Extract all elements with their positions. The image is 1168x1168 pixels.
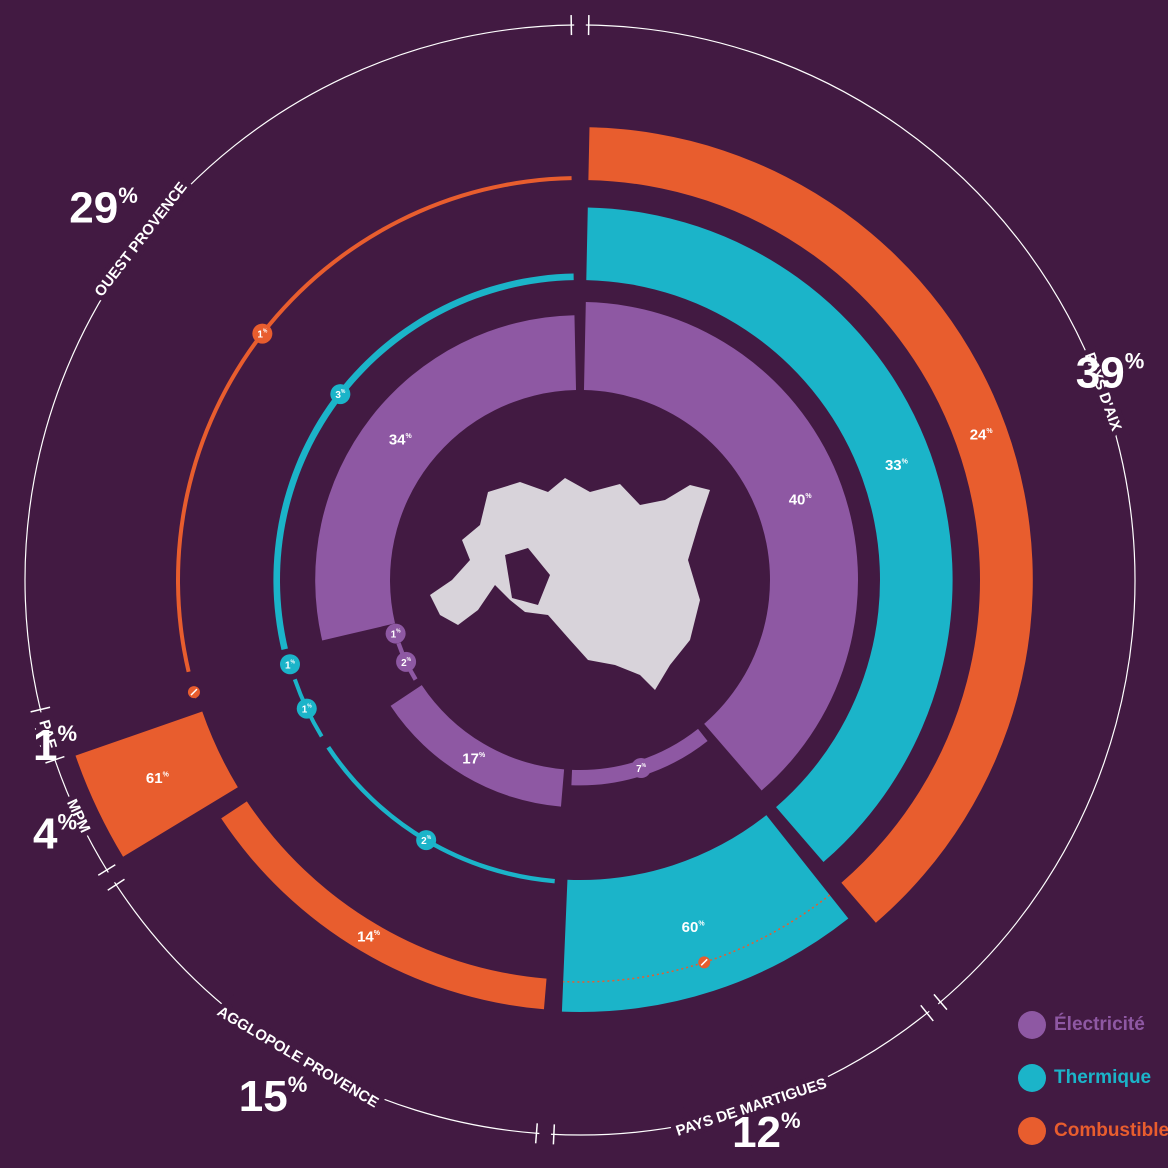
- ring-segment: [390, 685, 565, 807]
- value-bubble: [279, 654, 300, 675]
- region-arc: [585, 24, 1136, 1005]
- legend-label: Électricité: [1054, 1013, 1145, 1035]
- zero-icon-slash: [190, 688, 198, 696]
- region-tick: [97, 864, 116, 876]
- zero-icon-slash: [700, 958, 708, 966]
- ring-segment: [221, 801, 547, 1010]
- value-label: 33%: [885, 457, 909, 474]
- value-label: 1%: [285, 660, 296, 671]
- share-label: 12%: [732, 1108, 801, 1157]
- region-tick: [34, 723, 55, 730]
- value-label: 34%: [389, 432, 413, 449]
- value-bubble: [416, 830, 437, 851]
- value-bubble: [330, 384, 351, 405]
- region-tick: [107, 878, 125, 891]
- share-label: 4%: [33, 809, 77, 858]
- ring-segment: [75, 711, 238, 857]
- ring-segment: [588, 127, 1033, 923]
- share-label: 29%: [69, 183, 138, 232]
- value-label: 1%: [391, 629, 402, 640]
- value-bubble: [385, 623, 406, 644]
- value-label: 17%: [462, 751, 486, 768]
- legend-swatch: [1018, 1064, 1046, 1092]
- value-label: 2%: [401, 657, 412, 668]
- region-tick: [920, 1004, 934, 1022]
- ring-segment: [561, 815, 849, 1012]
- region-tick: [30, 706, 51, 713]
- value-label: 40%: [789, 492, 813, 509]
- ring-segment: [586, 207, 953, 863]
- value-label: 2%: [421, 835, 432, 846]
- ring-segment: [571, 728, 708, 786]
- value-label: 1%: [257, 329, 268, 340]
- region-arc: [114, 881, 540, 1135]
- value-label: 24%: [970, 427, 994, 444]
- legend-label: Combustible: [1054, 1120, 1168, 1141]
- region-tick: [933, 993, 948, 1011]
- region-tick: [552, 1124, 556, 1145]
- value-bubble: [631, 758, 652, 779]
- value-label: 3%: [335, 389, 346, 400]
- legend-label: Thermique: [1054, 1067, 1151, 1088]
- ring-segment: [583, 302, 858, 791]
- legend-swatch: [1018, 1117, 1046, 1145]
- value-label: 7%: [636, 763, 647, 774]
- ring-segment: [315, 315, 577, 641]
- share-label: 1%: [33, 721, 77, 770]
- region-arc: [53, 756, 109, 873]
- value-bubble: [252, 323, 273, 344]
- value-label: 60%: [682, 919, 706, 936]
- legend-swatch: [1018, 1011, 1046, 1039]
- value-label: 61%: [146, 770, 170, 787]
- region-arc: [24, 24, 575, 713]
- value-label: 14%: [357, 929, 381, 946]
- region-arc: [550, 1010, 930, 1136]
- map-lake: [505, 548, 550, 605]
- region-tick: [39, 739, 60, 747]
- share-label: 15%: [239, 1072, 308, 1121]
- value-label: 1%: [302, 704, 313, 715]
- region-tick: [534, 1123, 538, 1144]
- region-arc: [43, 723, 51, 747]
- region-tick: [45, 755, 65, 764]
- value-bubble: [396, 651, 417, 672]
- map: [430, 478, 710, 690]
- value-bubble: [296, 698, 317, 719]
- share-label: 39%: [1076, 348, 1145, 397]
